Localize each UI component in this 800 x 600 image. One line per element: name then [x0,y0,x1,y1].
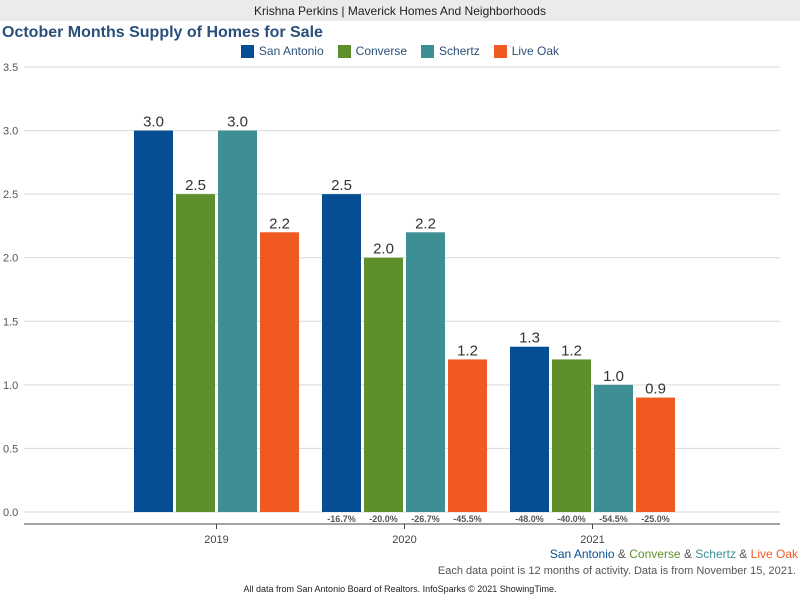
bar [364,257,403,512]
change-label: -26.7% [411,514,440,524]
legend-item-live-oak[interactable]: Live Oak [493,44,560,58]
y-tick-label: 2.0 [3,253,18,265]
legend-item-san-antonio[interactable]: San Antonio [240,44,324,58]
bar [448,359,487,512]
bar-value-label: 2.5 [331,177,352,194]
footnote-note: Each data point is 12 months of activity… [437,565,796,577]
change-label: -45.5% [453,514,482,524]
y-tick-label: 1.5 [3,316,18,328]
bar-value-label: 1.2 [457,342,478,359]
change-label: -16.7% [327,514,356,524]
bar-value-label: 3.0 [227,114,248,131]
legend-item-schertz[interactable]: Schertz [421,44,480,58]
y-tick-label: 3.0 [3,126,18,138]
legend-item-converse[interactable]: Converse [337,44,408,58]
bar [594,384,633,512]
bar-value-label: 1.3 [519,330,540,347]
footnote-sep: & [735,547,751,561]
change-label: -20.0% [369,514,398,524]
legend-swatch-converse [337,44,351,58]
footnote-city-converse: Converse [629,547,681,561]
legend-label-san-antonio: San Antonio [258,44,324,58]
source-footer: All data from San Antonio Board of Realt… [243,584,557,594]
footnote-sep: & [614,547,630,561]
bar-value-label: 2.2 [269,215,290,232]
bar-value-label: 1.2 [561,342,582,359]
legend-swatch-schertz [421,44,435,58]
y-tick-label: 0.0 [3,507,18,519]
bar [218,130,257,513]
y-tick-label: 3.5 [3,62,18,74]
bar-value-label: 3.0 [143,114,164,131]
x-tick-label: 2020 [392,534,416,546]
footnote-city-schertz: Schertz [695,547,736,561]
footnote-city-live-oak: Live Oak [750,547,798,561]
bar-value-label: 2.2 [415,215,436,232]
bar-value-label: 1.0 [603,368,624,385]
footnote-city-san-antonio: San Antonio [549,547,615,561]
bar [260,232,299,513]
bar [406,232,445,513]
agent-header: Krishna Perkins | Maverick Homes And Nei… [0,0,800,21]
chart-title: October Months Supply of Homes for Sale [2,24,323,41]
change-label: -25.0% [641,514,670,524]
bar [552,359,591,512]
y-tick-label: 2.5 [3,189,18,201]
legend-label-live-oak: Live Oak [511,44,560,58]
bar-value-label: 2.5 [185,177,206,194]
legend-swatch-live-oak [493,44,507,58]
change-label: -54.5% [599,514,628,524]
bar-value-label: 2.0 [373,241,394,258]
legend-label-schertz: Schertz [439,44,480,58]
bar [636,397,675,512]
legend: San Antonio Converse Schertz Live Oak [0,44,800,58]
bar [510,346,549,512]
y-tick-label: 1.0 [3,380,18,392]
bar [134,130,173,513]
bar-value-label: 0.9 [645,381,666,398]
legend-label-converse: Converse [355,44,408,58]
change-label: -48.0% [515,514,544,524]
x-tick-label: 2021 [580,534,604,546]
legend-swatch-san-antonio [240,44,254,58]
bar [322,194,361,512]
footnote-sep: & [680,547,696,561]
footnote-cities: San Antonio & Converse & Schertz & Live … [550,547,798,561]
y-tick-label: 0.5 [3,443,18,455]
bar [176,194,215,512]
change-label: -40.0% [557,514,586,524]
x-tick-label: 2019 [204,534,228,546]
